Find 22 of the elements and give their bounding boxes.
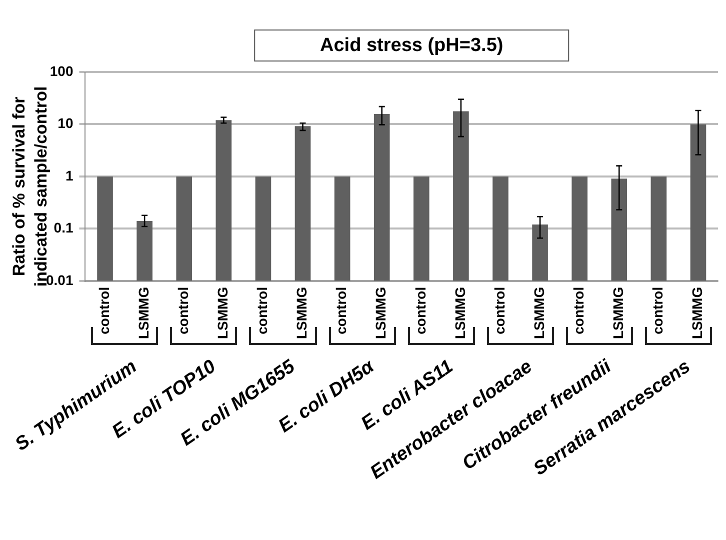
x-tick-label: LSMMG [372,286,389,340]
x-tick-label: control [96,286,112,334]
x-tick-label: control [570,286,586,334]
y-tick-label: 0.01 [46,272,74,288]
x-tick-label: LSMMG [610,286,626,340]
y-tick-label: 100 [50,62,74,79]
x-tick-label: control [412,286,428,334]
x-tick-label: LSMMG [689,286,706,340]
x-tick-label: LSMMG [135,286,152,340]
x-tick-label: control [650,286,666,334]
x-tick-label: LSMMG [294,286,310,340]
x-tick-label: LSMMG [452,286,468,340]
x-tick-label: control [333,286,350,334]
x-tick-label: LSMMG [214,286,231,340]
y-tick-label: 1 [65,167,74,184]
chart-title: Acid stress (pH=3.5) [320,35,504,56]
y-tick-label: 10 [58,115,74,132]
x-tick-label: LSMMG [530,286,547,340]
x-tick-label: control [174,286,191,334]
y-tick-label: 0.1 [54,220,74,236]
x-tick-label: control [491,286,508,334]
x-tick-label: control [254,286,270,334]
